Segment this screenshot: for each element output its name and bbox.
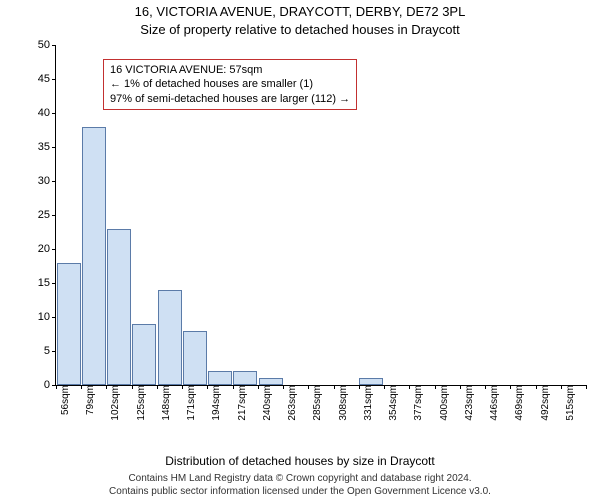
y-tick-mark bbox=[52, 147, 56, 148]
x-tick-label: 125sqm bbox=[132, 385, 147, 421]
footer-text-2: Contains public sector information licen… bbox=[0, 486, 600, 497]
chart-bar bbox=[183, 331, 207, 385]
y-tick-label: 40 bbox=[20, 107, 56, 119]
x-tick-label: 171sqm bbox=[182, 385, 197, 421]
y-tick-label: 35 bbox=[20, 141, 56, 153]
annotation-line1: 16 VICTORIA AVENUE: 57sqm bbox=[110, 63, 350, 77]
chart-bar bbox=[208, 371, 232, 385]
chart-bar bbox=[259, 378, 283, 385]
y-tick-label: 0 bbox=[20, 379, 56, 391]
chart-bar bbox=[359, 378, 383, 385]
chart-subtitle: Size of property relative to detached ho… bbox=[0, 22, 600, 37]
annotation-box: 16 VICTORIA AVENUE: 57sqm ← 1% of detach… bbox=[103, 59, 357, 110]
y-tick-mark bbox=[52, 113, 56, 114]
x-tick-label: 400sqm bbox=[435, 385, 450, 421]
chart-bar bbox=[82, 127, 106, 385]
y-tick-mark bbox=[52, 283, 56, 284]
y-tick-label: 5 bbox=[20, 345, 56, 357]
x-tick-label: 469sqm bbox=[510, 385, 525, 421]
y-tick-mark bbox=[52, 45, 56, 46]
y-tick-label: 45 bbox=[20, 73, 56, 85]
x-tick-label: 102sqm bbox=[106, 385, 121, 421]
x-tick-label: 263sqm bbox=[283, 385, 298, 421]
y-tick-label: 25 bbox=[20, 209, 56, 221]
annotation-line3: 97% of semi-detached houses are larger (… bbox=[110, 92, 350, 106]
x-tick-label: 79sqm bbox=[81, 385, 96, 415]
chart-plot-area: 16 VICTORIA AVENUE: 57sqm ← 1% of detach… bbox=[55, 45, 586, 386]
x-tick-label: 492sqm bbox=[536, 385, 551, 421]
chart-bar bbox=[107, 229, 131, 385]
x-tick-label: 217sqm bbox=[233, 385, 248, 421]
x-tick-label: 308sqm bbox=[334, 385, 349, 421]
chart-title: 16, VICTORIA AVENUE, DRAYCOTT, DERBY, DE… bbox=[0, 4, 600, 19]
x-tick-label: 423sqm bbox=[460, 385, 475, 421]
y-tick-mark bbox=[52, 351, 56, 352]
x-tick-label: 515sqm bbox=[561, 385, 576, 421]
x-tick-mark bbox=[586, 385, 587, 389]
x-tick-label: 56sqm bbox=[56, 385, 71, 415]
x-axis-label: Distribution of detached houses by size … bbox=[0, 454, 600, 468]
y-tick-mark bbox=[52, 317, 56, 318]
chart-bar bbox=[158, 290, 182, 385]
x-tick-label: 331sqm bbox=[359, 385, 374, 421]
x-tick-label: 148sqm bbox=[157, 385, 172, 421]
x-tick-label: 240sqm bbox=[258, 385, 273, 421]
x-tick-label: 285sqm bbox=[308, 385, 323, 421]
x-tick-label: 354sqm bbox=[384, 385, 399, 421]
x-tick-label: 377sqm bbox=[409, 385, 424, 421]
y-tick-label: 10 bbox=[20, 311, 56, 323]
y-tick-label: 20 bbox=[20, 243, 56, 255]
x-tick-label: 446sqm bbox=[485, 385, 500, 421]
y-tick-mark bbox=[52, 79, 56, 80]
x-tick-label: 194sqm bbox=[207, 385, 222, 421]
y-tick-mark bbox=[52, 249, 56, 250]
y-tick-label: 15 bbox=[20, 277, 56, 289]
chart-bar bbox=[132, 324, 156, 385]
y-tick-label: 50 bbox=[20, 39, 56, 51]
chart-bar bbox=[233, 371, 257, 385]
annotation-line2: ← 1% of detached houses are smaller (1) bbox=[110, 77, 350, 91]
chart-bar bbox=[57, 263, 81, 385]
y-tick-mark bbox=[52, 181, 56, 182]
y-tick-label: 30 bbox=[20, 175, 56, 187]
footer-text-1: Contains HM Land Registry data © Crown c… bbox=[0, 473, 600, 484]
y-tick-mark bbox=[52, 215, 56, 216]
